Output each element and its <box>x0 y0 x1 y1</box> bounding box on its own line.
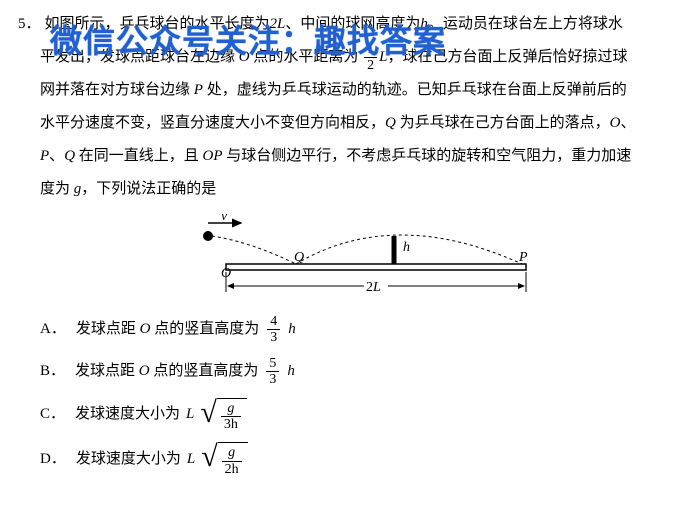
text: 为乒乓球在己方台面上的落点， <box>396 115 610 131</box>
sqrt: √g3h <box>200 398 246 433</box>
option-text: 发球速度大小为 <box>76 450 181 470</box>
table <box>226 264 526 270</box>
fraction: 53 <box>266 356 279 388</box>
option-B: B． 发球点距 O 点的竖直高度为 53 h <box>40 356 682 388</box>
sqrt: √g2h <box>201 442 247 477</box>
sym-Q: Q <box>64 148 75 164</box>
option-text: 发球点距 O 点的竖直高度为 <box>76 320 259 340</box>
2L-label: 2L <box>366 280 381 295</box>
option-text: 发球点距 O 点的竖直高度为 <box>75 362 258 382</box>
Q-label: Q <box>294 250 304 265</box>
sym-P: P <box>194 82 203 98</box>
text: 、 <box>620 115 635 131</box>
options-list: A． 发球点距 O 点的竖直高度为 43 h B． 发球点距 O 点的竖直高度为 … <box>18 314 682 477</box>
sym-O: O <box>610 115 621 131</box>
text: 、 <box>49 148 64 164</box>
h-label: h <box>403 240 410 255</box>
fraction: 43 <box>267 314 280 346</box>
question-number: 5． <box>18 8 41 41</box>
option-text: 发球速度大小为 <box>75 405 180 425</box>
option-label: A． <box>40 320 66 340</box>
P-label: P <box>518 250 528 265</box>
physics-diagram: v O Q h P 2L <box>166 214 534 304</box>
text: 处，虚线为乒乓球运动的轨迹。已知乒乓球在台面上反弹前后的 <box>203 82 627 98</box>
sym-Q: Q <box>385 115 396 131</box>
text: 。运动员在球台左上方将球水 <box>428 16 623 32</box>
trajectory-1 <box>212 236 296 264</box>
sym-OP: OP <box>203 148 223 164</box>
sym-h: h <box>288 320 296 340</box>
option-C: C． 发球速度大小为 L √g3h <box>40 398 682 433</box>
text: ，下列说法正确的是 <box>81 181 216 197</box>
option-label: B． <box>40 362 65 382</box>
coef: L <box>186 405 194 425</box>
ball-icon <box>203 231 213 241</box>
option-label: C． <box>40 405 65 425</box>
sym-P: P <box>40 148 49 164</box>
text: 度为 <box>40 181 74 197</box>
coef: L <box>187 450 195 470</box>
option-A: A． 发球点距 O 点的竖直高度为 43 h <box>40 314 682 346</box>
text: 网并落在对方球台边缘 <box>40 82 194 98</box>
option-D: D． 发球速度大小为 L √g2h <box>40 442 682 477</box>
watermark-text: 微信公众号关注：趣找答案 <box>50 6 446 76</box>
text: 在同一直线上，且 <box>75 148 203 164</box>
v-label: v <box>221 214 228 224</box>
sym-h: h <box>287 362 295 382</box>
option-label: D． <box>40 450 66 470</box>
text: 水平分速度不变，竖直分速度大小不变但方向相反， <box>40 115 385 131</box>
text: 与球台侧边平行，不考虑乒乓球的旋转和空气阻力，重力加速 <box>223 148 632 164</box>
